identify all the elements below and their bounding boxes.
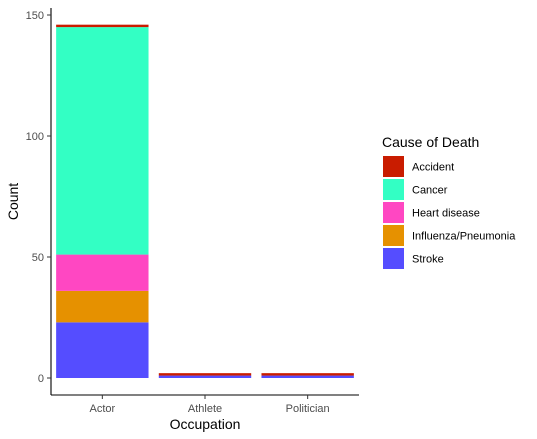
x-tick-label-actor: Actor xyxy=(89,403,115,415)
y-axis-title: Count xyxy=(5,183,21,220)
bars-group xyxy=(56,24,354,378)
legend-label-influenza-pneumonia: Influenza/Pneumonia xyxy=(412,231,516,243)
x-tick-label-athlete: Athlete xyxy=(188,403,222,415)
bar-actor-stroke xyxy=(56,322,149,378)
bar-actor-accident xyxy=(56,24,149,28)
bar-athlete-stroke xyxy=(158,375,252,378)
legend-key-accident xyxy=(383,156,404,177)
bar-actor-heart-disease xyxy=(56,254,149,291)
legend-label-stroke: Stroke xyxy=(412,254,444,266)
legend-title: Cause of Death xyxy=(382,134,479,150)
bar-politician-stroke xyxy=(261,375,354,378)
y-tick-label: 100 xyxy=(26,131,44,143)
bar-actor-cancer xyxy=(56,27,149,255)
legend: Cause of Death Accident Cancer Heart diseas… xyxy=(382,134,516,269)
bar-athlete-accident xyxy=(158,373,252,376)
x-axis-title: Occupation xyxy=(170,416,241,432)
bar-actor-influenza-pneumonia xyxy=(56,290,149,323)
legend-label-accident: Accident xyxy=(412,162,454,174)
y-tick-label: 0 xyxy=(38,373,44,385)
x-tick-label-politician: Politician xyxy=(286,403,330,415)
legend-key-stroke xyxy=(383,248,404,269)
y-tick-label: 50 xyxy=(32,252,44,264)
legend-key-influenza-pneumonia xyxy=(383,225,404,246)
legend-key-cancer xyxy=(383,179,404,200)
y-tick-label: 150 xyxy=(26,10,44,22)
axes-group: 0 50 100 150 Actor Athlete Politician Occupatio… xyxy=(5,8,359,432)
legend-key-heart-disease xyxy=(383,202,404,223)
legend-label-heart-disease: Heart disease xyxy=(412,208,480,220)
bar-politician-accident xyxy=(261,373,354,376)
legend-label-cancer: Cancer xyxy=(412,185,448,197)
